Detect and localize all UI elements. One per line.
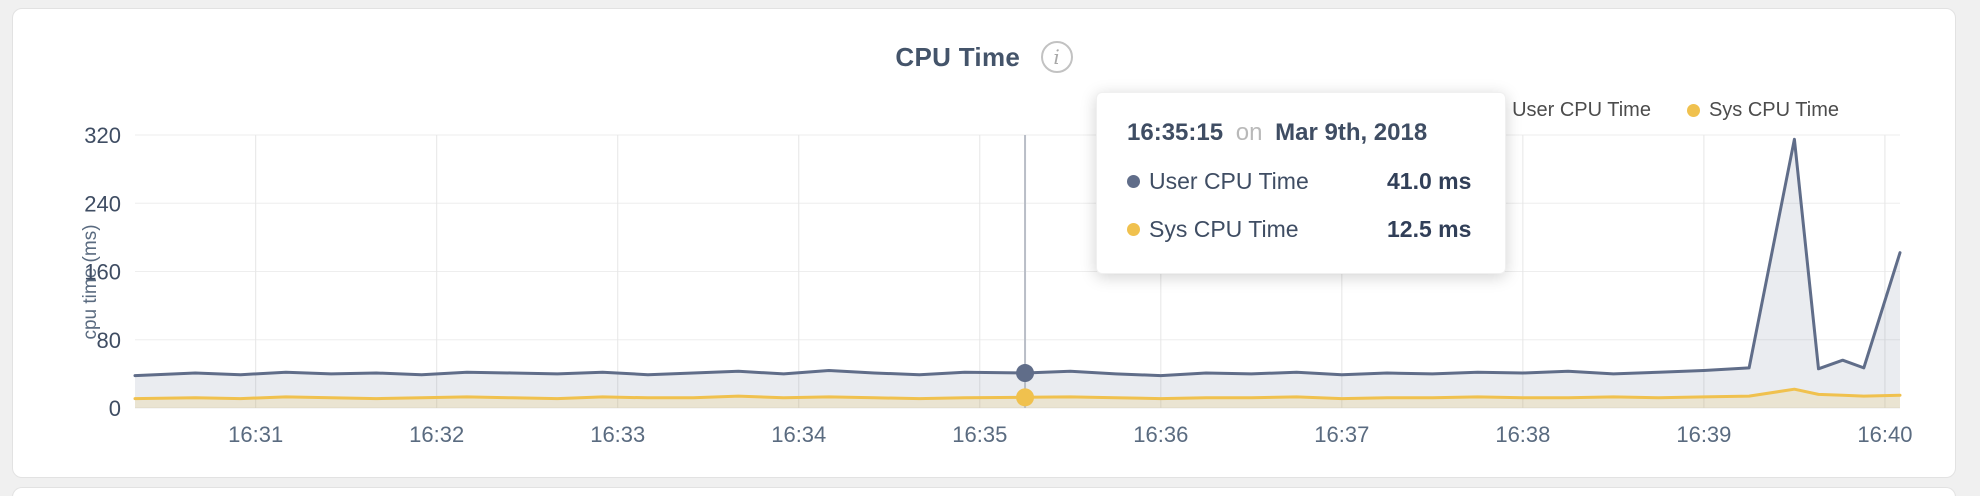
svg-text:16:38: 16:38 [1495, 422, 1550, 447]
next-card-edge [12, 487, 1956, 496]
tooltip-dot-user-icon [1127, 175, 1140, 188]
tooltip-label-user: User CPU Time [1149, 168, 1309, 194]
svg-text:16:39: 16:39 [1676, 422, 1731, 447]
svg-text:16:37: 16:37 [1314, 422, 1369, 447]
svg-text:160: 160 [84, 260, 121, 285]
tooltip-time: 16:35:15 [1127, 119, 1224, 146]
svg-text:16:32: 16:32 [409, 422, 464, 447]
legend-item-user-cpu-time[interactable]: User CPU Time [1490, 99, 1651, 122]
tooltip-row-sys: Sys CPU Time 12.5 ms [1127, 216, 1475, 243]
tooltip-date: Mar 9th, 2018 [1275, 119, 1428, 146]
chart-tooltip: 16:35:15 on Mar 9th, 2018 User CPU Time … [1096, 92, 1506, 274]
svg-text:240: 240 [84, 191, 121, 216]
chart-header: CPU Time i [13, 41, 1955, 73]
legend-item-sys-cpu-time[interactable]: Sys CPU Time [1686, 99, 1839, 122]
svg-text:16:36: 16:36 [1133, 422, 1188, 447]
tooltip-value-user: 41.0 ms [1387, 168, 1472, 194]
legend-dot-sys-icon [1686, 104, 1700, 117]
svg-text:80: 80 [97, 328, 121, 353]
info-icon-glyph: i [1053, 45, 1060, 69]
legend-label-user: User CPU Time [1512, 99, 1651, 121]
info-icon[interactable]: i [1040, 41, 1073, 73]
svg-text:16:33: 16:33 [590, 422, 645, 447]
svg-text:16:40: 16:40 [1857, 422, 1912, 447]
svg-text:320: 320 [84, 123, 121, 148]
svg-text:16:31: 16:31 [228, 422, 283, 447]
legend: User CPU Time Sys CPU Time [1490, 99, 1839, 122]
chart-title: CPU Time [895, 41, 1021, 72]
legend-label-sys: Sys CPU Time [1708, 99, 1839, 121]
tooltip-value-sys: 12.5 ms [1387, 216, 1472, 242]
tooltip-dot-sys-icon [1127, 223, 1140, 236]
tooltip-row-user: User CPU Time 41.0 ms [1127, 168, 1475, 195]
tooltip-header: 16:35:15 on Mar 9th, 2018 [1127, 119, 1475, 147]
svg-text:16:34: 16:34 [771, 422, 826, 447]
tooltip-separator: on [1235, 119, 1263, 146]
svg-text:0: 0 [109, 396, 121, 421]
tooltip-label-sys: Sys CPU Time [1149, 216, 1299, 242]
chart-card: CPU Time i User CPU Time Sys CPU Time cp… [12, 8, 1956, 478]
svg-text:16:35: 16:35 [952, 422, 1007, 447]
